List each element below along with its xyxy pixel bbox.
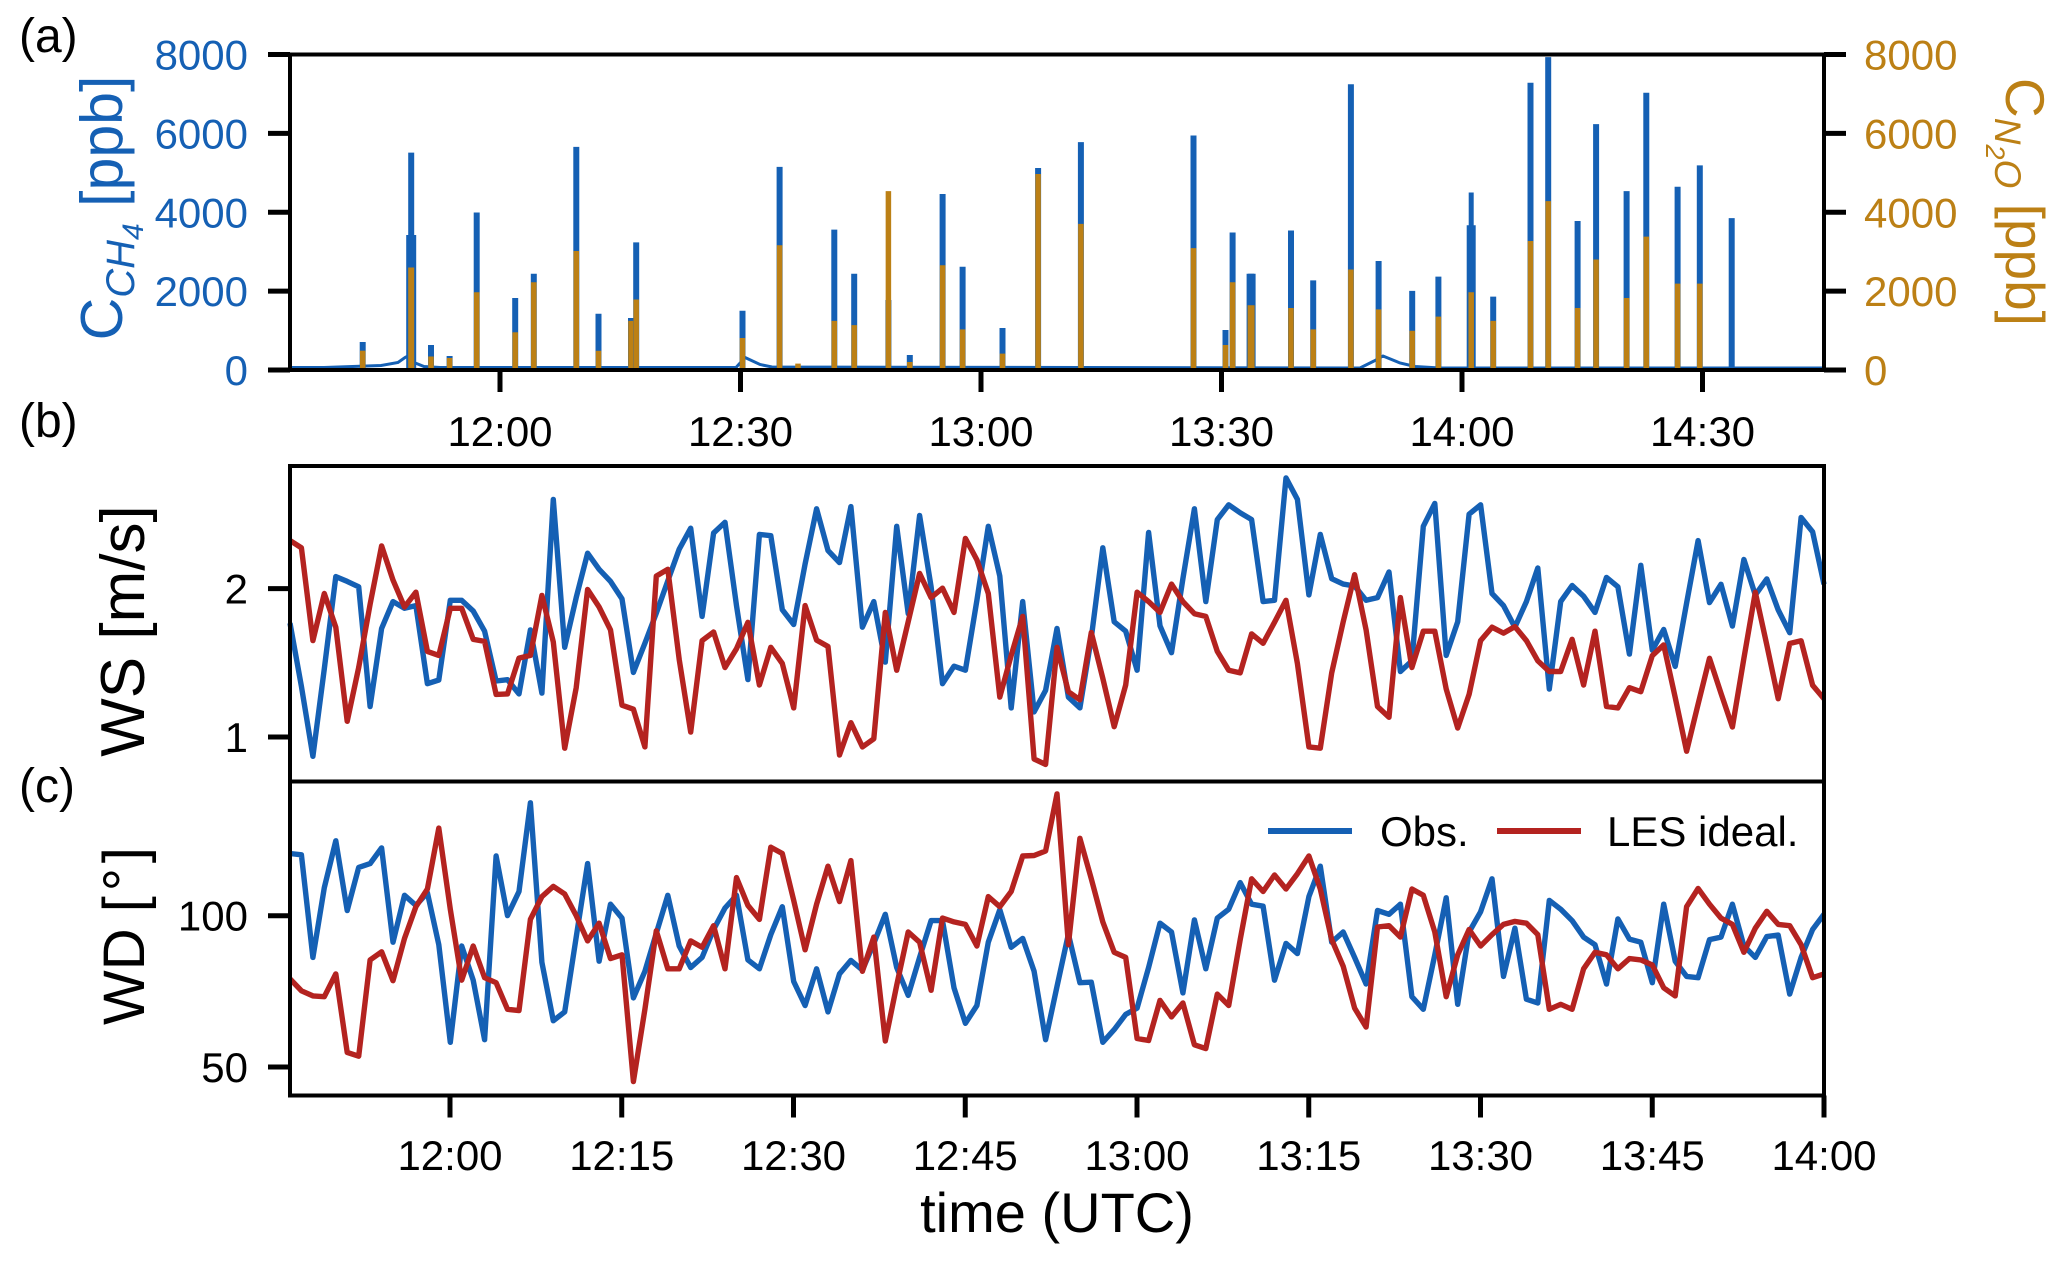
svg-text:(b): (b) xyxy=(19,395,78,448)
svg-text:12:45: 12:45 xyxy=(913,1132,1018,1179)
svg-text:14:30: 14:30 xyxy=(1650,408,1755,455)
svg-text:100: 100 xyxy=(178,893,248,940)
svg-text:LES ideal.: LES ideal. xyxy=(1607,808,1798,855)
svg-text:13:30: 13:30 xyxy=(1169,408,1274,455)
svg-text:6000: 6000 xyxy=(1864,110,1957,157)
svg-text:13:15: 13:15 xyxy=(1256,1132,1361,1179)
svg-text:14:00: 14:00 xyxy=(1409,408,1514,455)
svg-text:12:30: 12:30 xyxy=(741,1132,846,1179)
svg-text:13:00: 13:00 xyxy=(1084,1132,1189,1179)
svg-text:50: 50 xyxy=(201,1044,248,1091)
svg-text:6000: 6000 xyxy=(155,110,248,157)
svg-text:12:00: 12:00 xyxy=(397,1132,502,1179)
svg-text:(a): (a) xyxy=(19,10,78,63)
svg-text:4000: 4000 xyxy=(155,189,248,236)
svg-text:0: 0 xyxy=(1864,347,1887,394)
svg-text:4000: 4000 xyxy=(1864,189,1957,236)
svg-text:13:30: 13:30 xyxy=(1428,1132,1533,1179)
svg-text:CN2O [ppb]: CN2O [ppb] xyxy=(1980,78,2056,326)
svg-text:2000: 2000 xyxy=(155,268,248,315)
svg-text:time (UTC): time (UTC) xyxy=(920,1181,1194,1244)
svg-text:Obs.: Obs. xyxy=(1380,808,1469,855)
svg-text:WS [m/s]: WS [m/s] xyxy=(89,505,158,756)
svg-text:12:30: 12:30 xyxy=(688,408,793,455)
svg-text:12:15: 12:15 xyxy=(569,1132,674,1179)
svg-text:8000: 8000 xyxy=(1864,32,1957,79)
svg-text:CCH4 [ppb]: CCH4 [ppb] xyxy=(69,76,150,341)
svg-text:13:00: 13:00 xyxy=(928,408,1033,455)
svg-text:2000: 2000 xyxy=(1864,268,1957,315)
svg-text:1: 1 xyxy=(225,714,248,761)
svg-text:13:45: 13:45 xyxy=(1600,1132,1705,1179)
svg-text:2: 2 xyxy=(225,566,248,613)
svg-text:(c): (c) xyxy=(19,760,75,813)
svg-text:12:00: 12:00 xyxy=(447,408,552,455)
svg-text:WD [ ° ]: WD [ ° ] xyxy=(92,847,157,1025)
svg-text:8000: 8000 xyxy=(155,32,248,79)
svg-text:0: 0 xyxy=(225,347,248,394)
svg-text:14:00: 14:00 xyxy=(1771,1132,1876,1179)
